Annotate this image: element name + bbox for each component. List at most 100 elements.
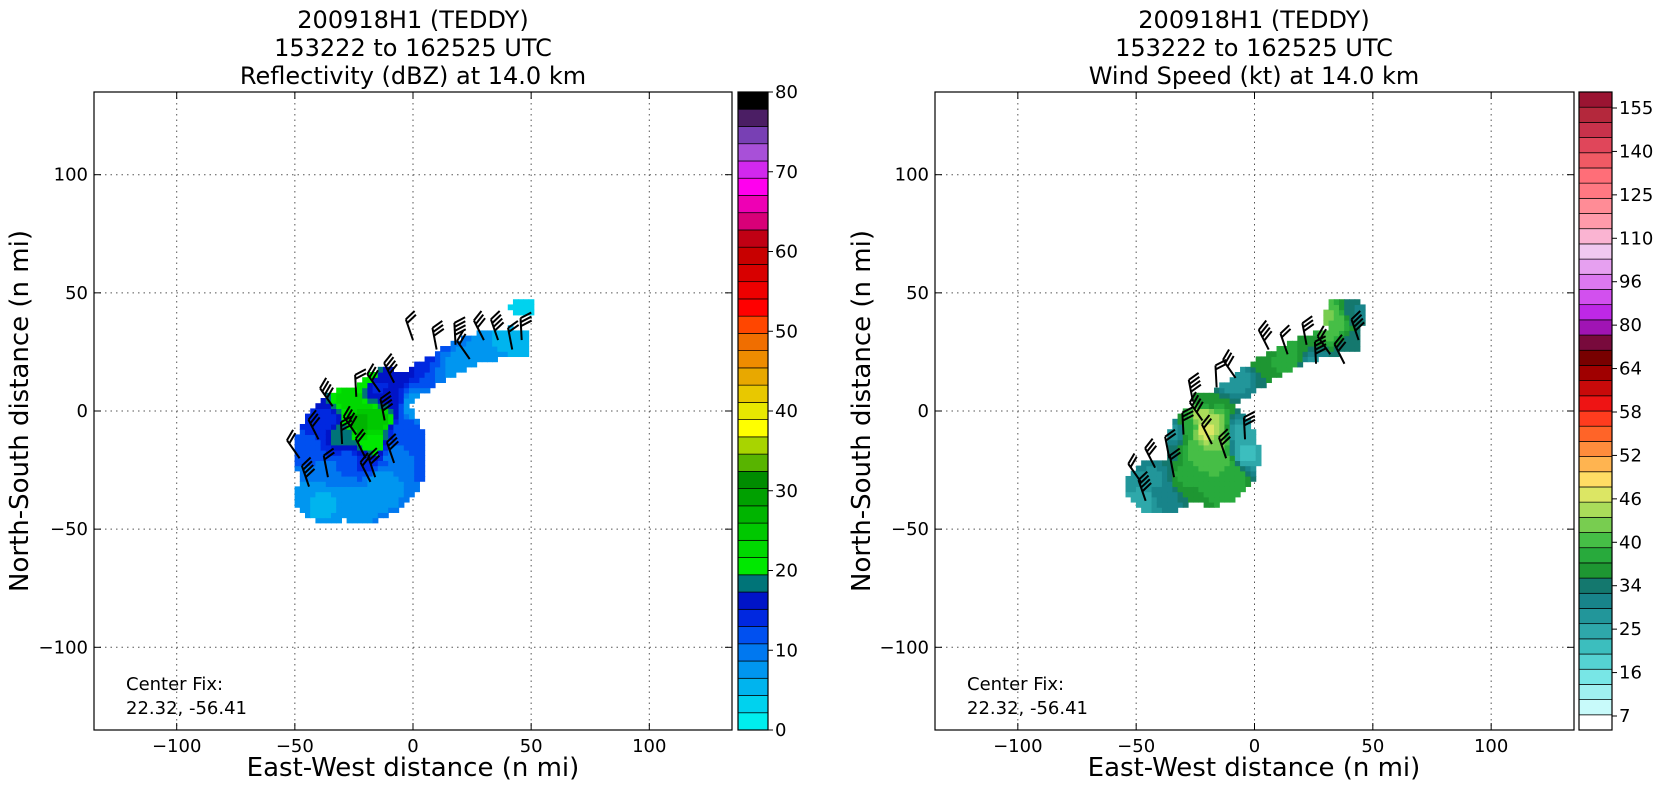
field-cell [320, 512, 327, 519]
field-cell [414, 475, 420, 482]
colorbar-segment [1578, 243, 1613, 260]
field-cell [1250, 382, 1257, 389]
field-cell [455, 356, 462, 363]
field-cell [1141, 465, 1147, 472]
field-cell [315, 439, 322, 446]
field-cell [1172, 501, 1179, 508]
field-cell [299, 429, 306, 435]
field-cell [346, 517, 353, 524]
field-cell [1240, 429, 1246, 435]
field-cell [388, 382, 394, 389]
colorbar-segment [737, 195, 769, 214]
field-cell [331, 475, 337, 482]
field-cell [1245, 444, 1252, 451]
field-cell [336, 387, 343, 394]
field-cell [1333, 304, 1340, 311]
field-cell [403, 486, 410, 493]
field-cell [1281, 366, 1288, 373]
barb-feather [387, 436, 398, 447]
field-cell [367, 465, 374, 472]
chart-title-line3: Wind Speed (kt) at 14.0 km [1089, 62, 1420, 90]
field-cell [1245, 429, 1252, 435]
field-cell [1193, 397, 1200, 404]
field-cell [320, 486, 327, 493]
field-cell [1182, 486, 1189, 493]
field-cell [315, 444, 322, 451]
barb-feather [367, 447, 378, 458]
colorbar-segment [737, 212, 769, 231]
field-cell [1177, 413, 1184, 420]
wind-barb [453, 316, 467, 345]
field-cell [1167, 507, 1173, 513]
field-cell [398, 501, 405, 508]
field-cell [320, 465, 327, 472]
field-cell [362, 408, 368, 415]
field-cell [305, 449, 311, 456]
barb-feather [382, 402, 394, 412]
field-cell [1135, 501, 1142, 508]
field-cell [367, 413, 374, 420]
field-cell [362, 398, 368, 404]
barb-feather [356, 432, 366, 443]
field-cell [331, 460, 337, 467]
field-cell [325, 481, 332, 487]
field-cell [1344, 299, 1351, 306]
field-cell [1234, 377, 1241, 384]
field-cell [455, 351, 462, 358]
field-cell [356, 470, 363, 477]
field-cell [382, 444, 389, 451]
wind-barb [300, 456, 316, 487]
field-cell [445, 372, 452, 378]
field-cell [1167, 486, 1173, 493]
field-cell [476, 356, 483, 363]
field-cell [1177, 418, 1184, 425]
field-cell [1229, 465, 1236, 472]
field-cell [299, 507, 306, 513]
field-cell [440, 346, 446, 352]
field-cell [367, 475, 374, 482]
field-cell [351, 392, 358, 399]
field-cell [1240, 366, 1246, 373]
field-cell [1255, 382, 1262, 389]
field-cell [1338, 325, 1345, 332]
field-cell [1151, 486, 1158, 493]
field-cell [1229, 397, 1236, 404]
field-cell [398, 413, 405, 420]
field-cell [1297, 335, 1304, 342]
field-cell [1187, 444, 1194, 451]
field-cell [450, 356, 457, 363]
field-cell [346, 398, 353, 404]
field-cell [320, 517, 327, 524]
field-cell [310, 481, 317, 487]
field-cell [1177, 429, 1184, 435]
field-cell [414, 434, 420, 441]
field-cell [388, 507, 394, 513]
field-cell [1344, 346, 1351, 352]
field-cell [419, 460, 426, 467]
field-cell [497, 340, 504, 347]
colorbar-segment [1578, 653, 1613, 670]
field-cell [1245, 392, 1252, 399]
field-cell [299, 439, 306, 446]
field-cell [1193, 481, 1200, 487]
field-cell [419, 449, 426, 456]
barb-feather [1190, 383, 1202, 393]
field-cell [1234, 470, 1241, 477]
field-cell [331, 507, 337, 513]
barb-feather [1353, 317, 1364, 328]
field-cell [414, 444, 420, 451]
field-cell [1208, 496, 1215, 503]
field-cell [315, 512, 322, 519]
field-cell [1182, 434, 1189, 441]
field-cell [476, 351, 483, 358]
field-cell [377, 496, 384, 503]
field-cell [492, 340, 498, 347]
field-cell [341, 475, 348, 482]
field-cell [372, 517, 379, 524]
barb-feather [1181, 406, 1194, 414]
field-cell [305, 491, 311, 498]
field-cell [1182, 470, 1189, 477]
field-cell [1240, 382, 1246, 389]
field-cell [351, 434, 358, 441]
